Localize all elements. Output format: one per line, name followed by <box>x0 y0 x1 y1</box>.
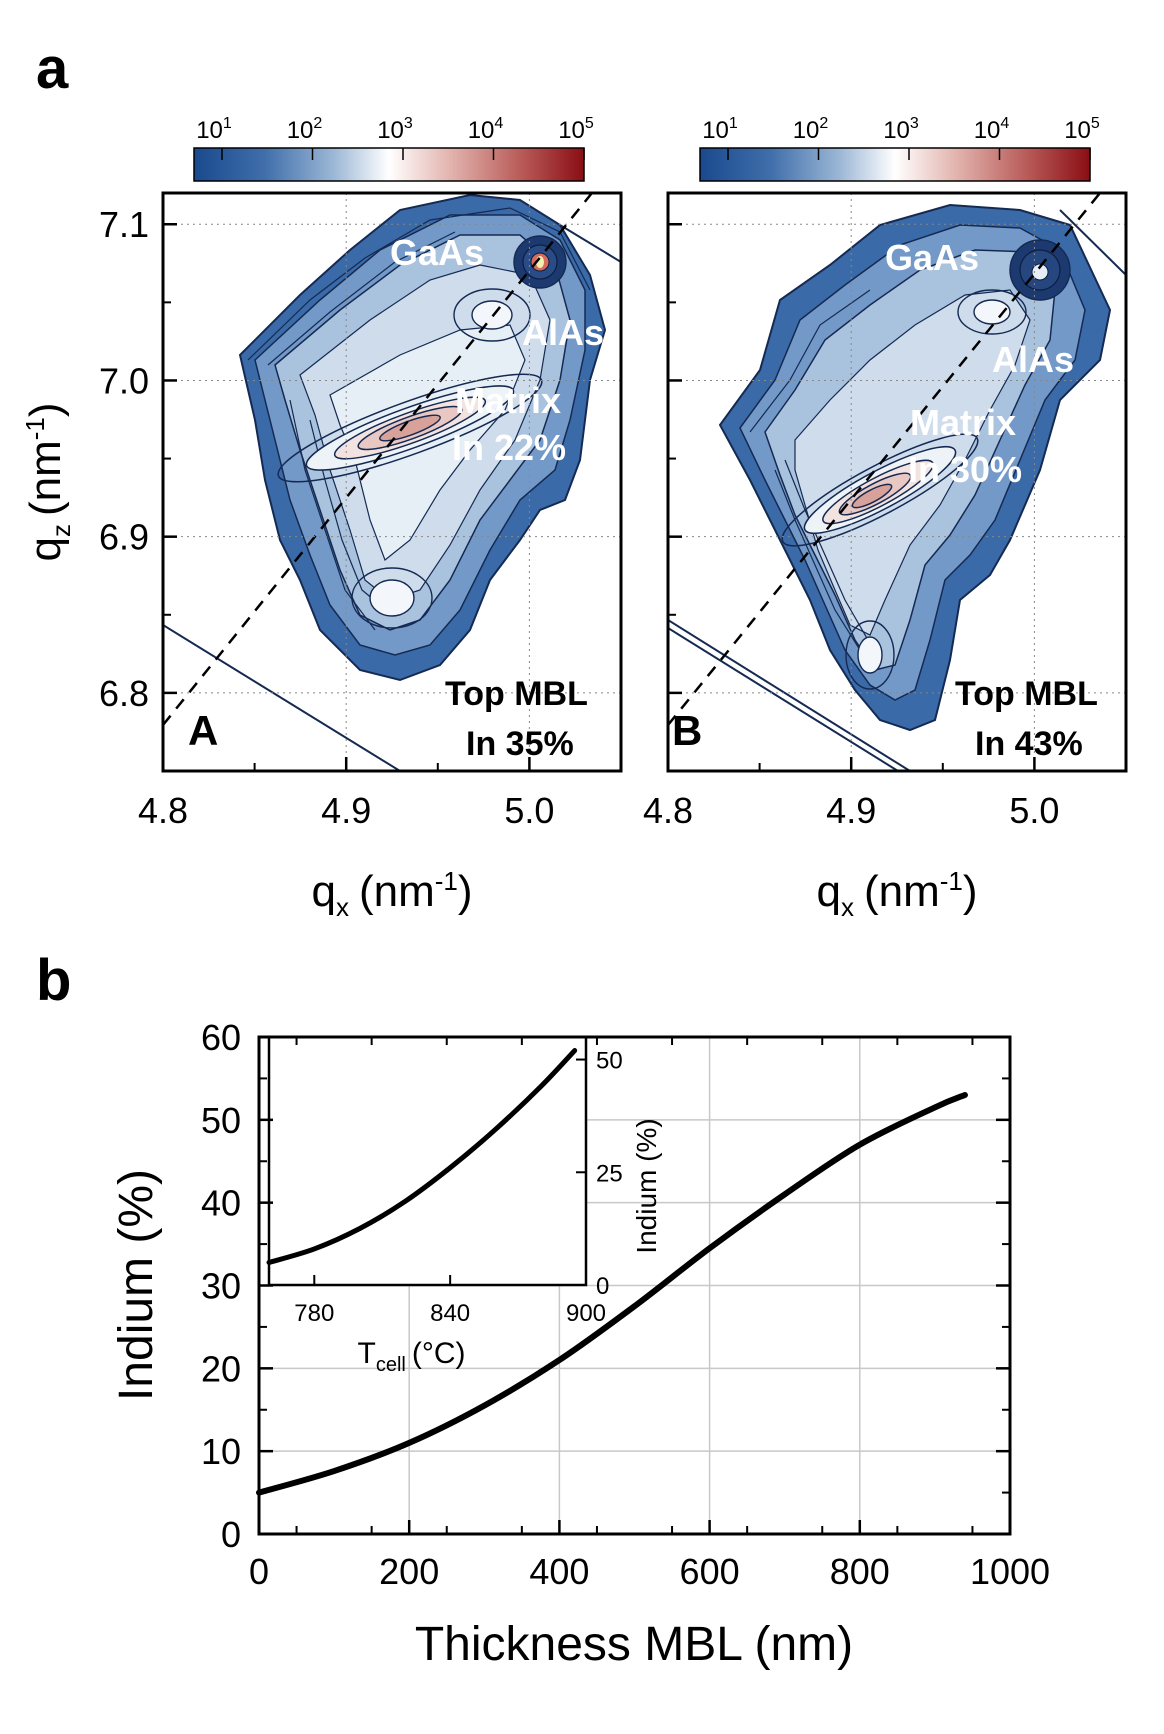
colorbar-tick-label: 104 <box>468 115 504 144</box>
y-tick-label: 40 <box>201 1183 241 1224</box>
rsm-b-label-alas: AlAs <box>992 339 1074 380</box>
x-tick-label: 4.9 <box>321 790 371 831</box>
colorbar-tick-label: 104 <box>974 115 1010 144</box>
rsm-panel-b: 4.8 4.9 5.0 GaAs AlAs Matrix In 30% Top MB… <box>643 191 1128 831</box>
rsm-b-corner-label: B <box>672 707 702 754</box>
colorbar-a: 101 102 103 104 105 <box>193 115 594 182</box>
colorbar-tick-label: 105 <box>558 115 594 144</box>
x-tick-label: 400 <box>529 1551 589 1592</box>
x-tick-label: 1000 <box>970 1551 1050 1592</box>
inset-x-tick-label: 780 <box>294 1300 334 1327</box>
rsm-a-ylabel: qz(nm-1) <box>20 402 76 561</box>
rsm-a-label-top-1: Top MBL <box>445 675 588 713</box>
colorbar-tick-label: 105 <box>1064 115 1100 144</box>
y-tick-label: 60 <box>201 1017 241 1058</box>
y-tick-label: 7.1 <box>99 204 149 245</box>
x-tick-label: 800 <box>830 1551 890 1592</box>
colorbar-tick-label: 102 <box>793 115 829 144</box>
colorbar-tick-label: 102 <box>287 115 323 144</box>
y-tick-label: 7.0 <box>99 360 149 401</box>
colorbar-tick-label: 101 <box>196 115 232 144</box>
y-tick-label: 6.9 <box>99 517 149 558</box>
rsm-b-label-top-2: In 43% <box>975 725 1083 763</box>
rsm-b-map <box>668 193 1126 771</box>
indium-vs-thickness-line <box>256 1091 968 1496</box>
indium-chart-ylabel: Indium (%) <box>110 1169 163 1401</box>
rsm-b-frame <box>666 191 1128 773</box>
rsm-b-label-top-1: Top MBL <box>955 675 1098 713</box>
y-tick-label: 30 <box>201 1266 241 1307</box>
rsm-a-corner-label: A <box>188 707 218 754</box>
rsm-a-xlabel: qx (nm-1) <box>311 866 472 922</box>
rsm-a-frame <box>161 191 623 773</box>
colorbar-tick-label: 103 <box>377 115 413 144</box>
rsm-panel-a: 4.8 4.9 5.0 6.8 6.9 7.0 7.1 GaAs AlAs Matrix I… <box>99 191 623 831</box>
rsm-a-label-top-2: In 35% <box>466 725 574 763</box>
inset-x-tick-label: 840 <box>430 1300 470 1327</box>
y-tick-label: 50 <box>201 1100 241 1141</box>
inset-indium-vs-temperature-line <box>266 1048 578 1265</box>
x-tick-label: 4.8 <box>138 790 188 831</box>
colorbar-a-gradient <box>193 147 585 182</box>
rsm-a-label-matrix-2: In 22% <box>452 427 566 468</box>
y-tick-label: 0 <box>221 1514 241 1555</box>
rsm-a-map <box>163 193 621 771</box>
inset-y-tick-label: 50 <box>596 1048 623 1075</box>
y-tick-label: 10 <box>201 1431 241 1472</box>
y-tick-label: 20 <box>201 1348 241 1389</box>
colorbar-b-gradient <box>699 147 1091 182</box>
colorbar-b: 101 102 103 104 105 <box>699 115 1100 182</box>
x-tick-label: 0 <box>249 1551 269 1592</box>
x-tick-label: 4.9 <box>826 790 876 831</box>
x-tick-label: 600 <box>680 1551 740 1592</box>
rsm-b-label-matrix-1: Matrix <box>910 402 1016 443</box>
inset-y-tick-label: 0 <box>596 1273 609 1300</box>
colorbar-tick-label: 101 <box>702 115 738 144</box>
rsm-a-label-matrix-1: Matrix <box>455 380 561 421</box>
x-tick-label: 5.0 <box>1009 790 1059 831</box>
x-tick-label: 5.0 <box>504 790 554 831</box>
rsm-b-xlabel: qx (nm-1) <box>816 866 977 922</box>
rsm-a-label-gaas: GaAs <box>390 232 484 273</box>
x-tick-label: 200 <box>379 1551 439 1592</box>
inset-ylabel: Indium (%) <box>631 1118 662 1253</box>
rsm-b-label-matrix-2: In 30% <box>908 449 1022 490</box>
indium-chart-xlabel: Thickness MBL (nm) <box>415 1618 853 1671</box>
inset-y-tick-label: 25 <box>596 1160 623 1187</box>
y-tick-label: 6.8 <box>99 673 149 714</box>
x-tick-label: 4.8 <box>643 790 693 831</box>
colorbar-tick-label: 103 <box>883 115 919 144</box>
rsm-a-label-alas: AlAs <box>522 312 604 353</box>
inset-x-tick-label: 900 <box>566 1300 606 1327</box>
rsm-b-label-gaas: GaAs <box>885 237 979 278</box>
panel-a-letter: a <box>36 36 69 101</box>
inset-xlabel: Tcell (°C) <box>358 1337 466 1376</box>
panel-b-letter: b <box>36 948 71 1013</box>
